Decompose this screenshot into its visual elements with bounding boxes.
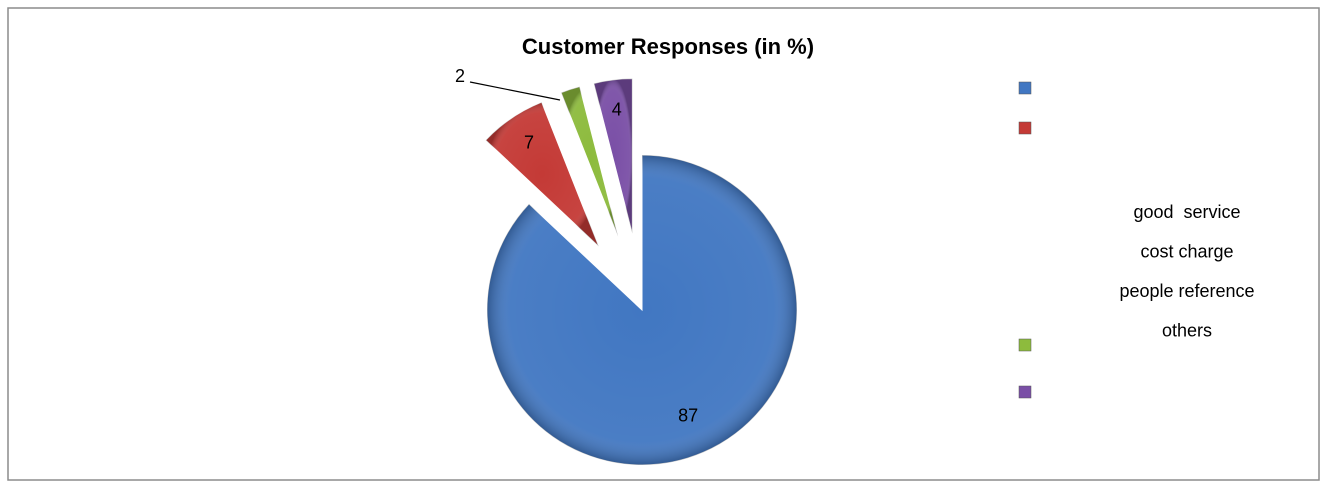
slice-shade [487,155,797,465]
data-label: 7 [524,133,534,153]
chart-title: Customer Responses (in %) [522,34,814,59]
legend-label: people reference [1119,281,1254,301]
legend-label: cost charge [1140,241,1233,261]
leader-line [469,81,561,101]
slice-shade [485,102,599,247]
legend-label: others [1162,320,1212,340]
legend-label: good service [1133,202,1240,222]
data-label: 87 [678,405,698,425]
slice-shade [593,78,633,234]
legend-marker [1018,121,1032,135]
legend-marker [1018,81,1032,95]
legend-marker [1018,385,1032,399]
slice-shade [561,86,619,237]
data-label: 4 [612,99,622,119]
data-label: 2 [455,66,465,86]
legend-marker [1018,338,1032,352]
